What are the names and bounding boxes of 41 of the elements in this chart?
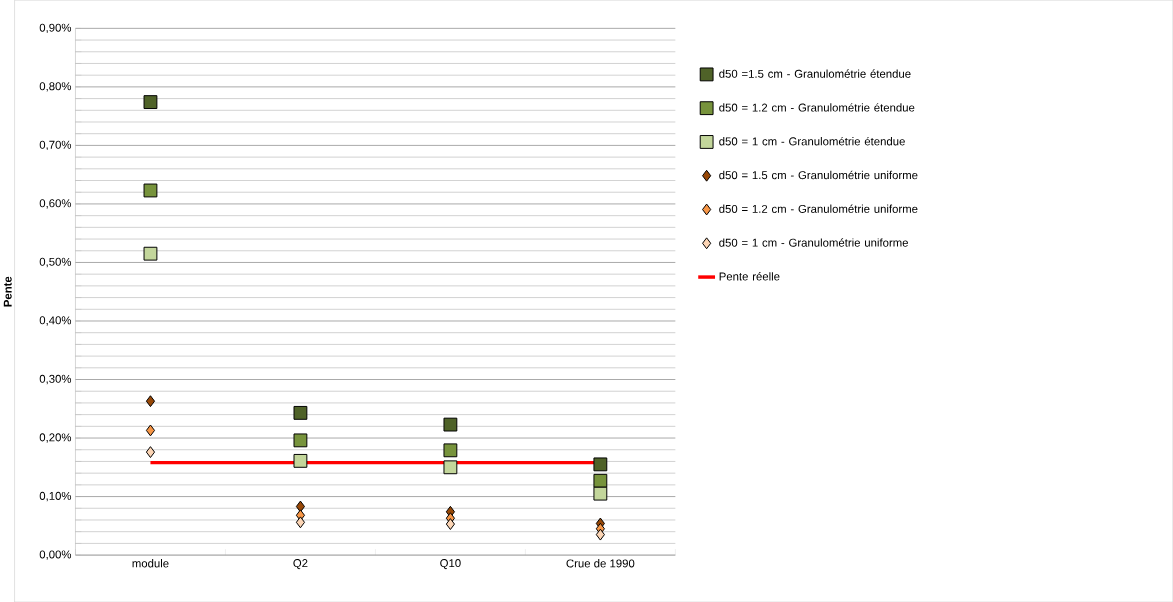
point xyxy=(145,424,156,437)
y-axis-title: Pente xyxy=(3,276,12,307)
x-tick-label: Crue de 1990 xyxy=(566,558,635,568)
y-tick-label: 0,00% xyxy=(39,550,72,560)
y-tick-label: 0,70% xyxy=(39,140,72,150)
legend-label: Pente réelle xyxy=(719,271,780,281)
point xyxy=(293,433,308,448)
point xyxy=(143,246,158,261)
legend-label: d50 = 1.2 cm - Granulométrie étendue xyxy=(719,103,915,112)
legend-label: d50 = 1 cm - Granulométrie étendue xyxy=(719,136,905,146)
y-tick-label: 0,30% xyxy=(39,374,72,385)
x-tick-label: Q2 xyxy=(293,558,308,570)
point xyxy=(443,460,458,475)
y-tick-label: 0,80% xyxy=(39,82,72,92)
y-tick-label: 0,60% xyxy=(39,199,72,209)
legend-label: d50 = 1.5 cm - Granulométrie uniforme xyxy=(719,170,918,180)
point xyxy=(593,457,608,472)
point xyxy=(443,417,458,432)
point xyxy=(145,446,156,458)
point xyxy=(143,183,158,198)
point xyxy=(293,453,308,468)
point xyxy=(295,516,305,529)
x-tick-label: module xyxy=(132,558,169,568)
y-tick-label: 0,50% xyxy=(39,257,72,268)
y-tick-label: 0,90% xyxy=(39,23,72,33)
legend-label: d50 = 1 cm - Granulométrie uniforme xyxy=(719,238,909,247)
y-tick-label: 0,40% xyxy=(39,316,72,326)
point xyxy=(595,528,605,541)
point xyxy=(143,95,158,109)
point xyxy=(445,518,455,530)
point xyxy=(593,486,608,501)
legend-label: d50 =1.5 cm - Granulométrie étendue xyxy=(719,69,911,78)
y-tick-label: 0,10% xyxy=(39,491,72,502)
y-tick-label: 0,20% xyxy=(39,433,72,443)
point xyxy=(295,500,305,513)
x-tick-label: Q10 xyxy=(440,558,461,570)
point xyxy=(443,443,458,458)
legend-label: d50 = 1.2 cm - Granulométrie uniforme xyxy=(719,204,918,213)
point xyxy=(593,473,608,488)
point xyxy=(293,405,308,420)
point xyxy=(145,395,156,407)
